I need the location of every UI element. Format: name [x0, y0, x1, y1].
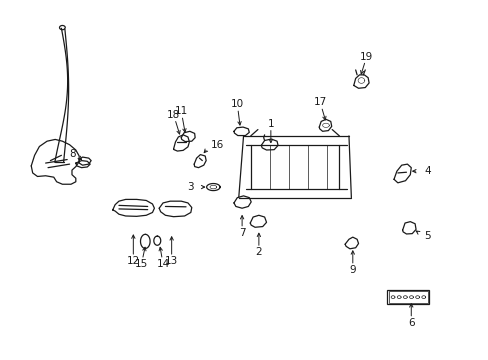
Text: 17: 17 — [313, 98, 326, 107]
Text: 9: 9 — [349, 265, 355, 275]
Text: 11: 11 — [174, 106, 187, 116]
Text: 8: 8 — [69, 149, 76, 158]
Text: 16: 16 — [210, 140, 224, 150]
Text: 6: 6 — [407, 318, 414, 328]
Text: 10: 10 — [230, 99, 244, 109]
Text: 3: 3 — [187, 182, 194, 192]
Text: 4: 4 — [424, 166, 430, 176]
Text: 13: 13 — [164, 256, 178, 266]
Text: 14: 14 — [156, 259, 169, 269]
Text: 1: 1 — [267, 118, 274, 129]
Text: 2: 2 — [255, 247, 262, 257]
Text: 12: 12 — [126, 256, 140, 266]
Text: 5: 5 — [424, 231, 430, 242]
Text: 19: 19 — [359, 51, 372, 62]
Text: 15: 15 — [135, 259, 148, 269]
Text: 18: 18 — [166, 110, 180, 120]
Text: 7: 7 — [238, 228, 245, 238]
